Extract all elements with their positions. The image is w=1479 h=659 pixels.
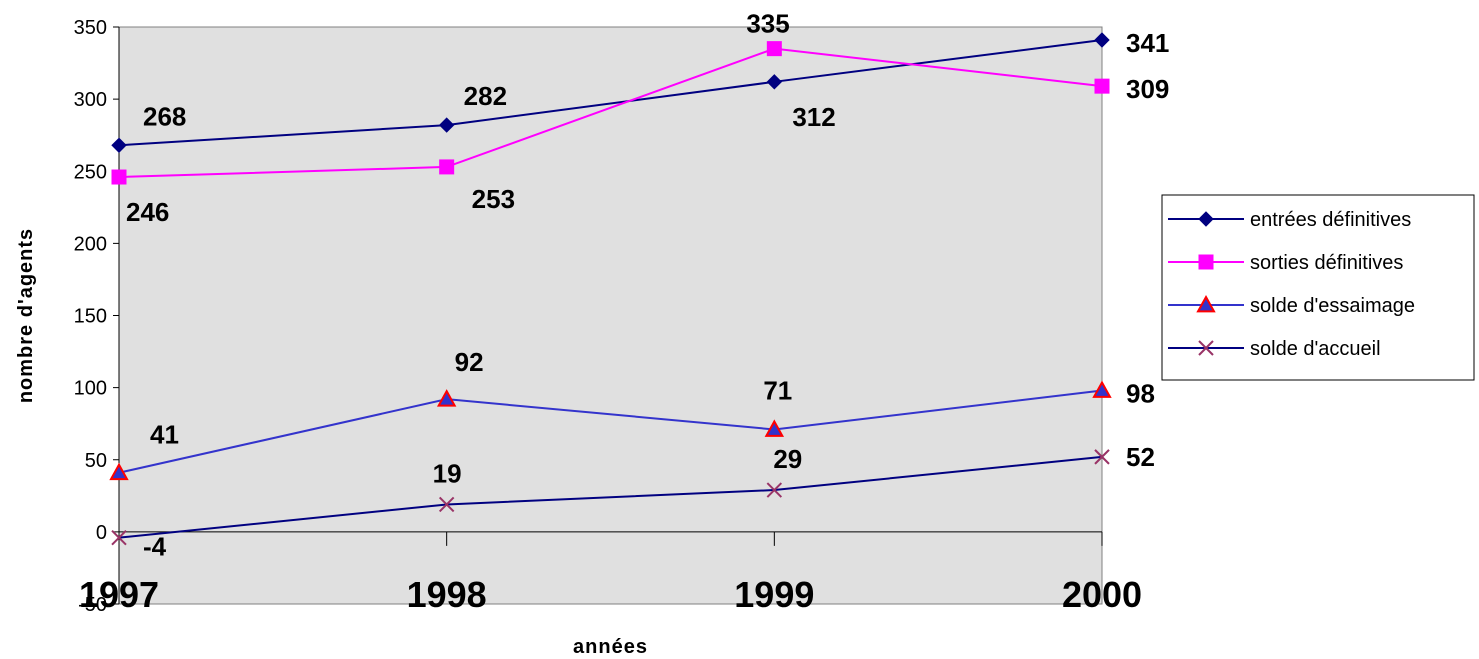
y-tick-label: 50 [85, 450, 107, 472]
legend-label: solde d'essaimage [1250, 295, 1415, 317]
series-2: 41 92 71 98 [109, 347, 1155, 481]
data-label: 92 [455, 347, 484, 377]
data-point-marker [764, 419, 785, 437]
series-0: 268 282 312 341 [111, 28, 1169, 153]
x-axis-title: années [573, 636, 648, 658]
data-label: 246 [126, 197, 169, 227]
x-tick-label: 2000 [1062, 574, 1142, 615]
data-point-marker [766, 482, 783, 498]
data-label: 19 [433, 458, 462, 488]
y-tick-label: -50 [78, 594, 107, 616]
series-line [118, 47, 1103, 179]
data-label: 41 [150, 420, 179, 450]
series-1: 246 253 335 309 [111, 9, 1169, 227]
legend-item: entrées définitives [1168, 209, 1411, 231]
data-point-marker [1094, 78, 1110, 94]
data-label: 29 [773, 444, 802, 474]
x-tick-label: 1999 [734, 574, 814, 615]
legend-label: entrées définitives [1250, 209, 1411, 231]
data-point-marker [1198, 340, 1214, 356]
data-label: 312 [792, 102, 835, 132]
data-label: 335 [746, 9, 789, 39]
y-tick-label: 200 [74, 233, 107, 255]
data-label: -4 [143, 532, 167, 562]
data-label: 71 [763, 375, 792, 405]
data-point-marker [1196, 294, 1216, 313]
series-line [118, 38, 1103, 147]
legend-item: sorties définitives [1168, 252, 1403, 274]
data-label: 253 [472, 184, 515, 214]
data-point-marker [438, 496, 455, 513]
y-axis: -50 0 50 100 150 200 250 300 350 [74, 17, 120, 616]
data-point-marker [1092, 380, 1112, 398]
data-point-marker [436, 389, 457, 407]
legend-box [1161, 194, 1475, 381]
series-line [118, 389, 1103, 474]
data-point-marker [439, 159, 455, 175]
data-point-marker [109, 462, 129, 481]
legend: entrées définitives sorties définitives so… [1161, 194, 1475, 381]
y-tick-label: 300 [74, 89, 107, 111]
legend-label: sorties définitives [1250, 252, 1403, 274]
series-layer: 268 282 312 341 246 253 335 309 41 92 71 98 -4 19 29 52 [109, 9, 1169, 562]
data-label: 309 [1126, 74, 1169, 104]
x-tick-label: 1997 [79, 574, 159, 615]
y-tick-label: 0 [96, 522, 107, 544]
data-point-marker [1198, 254, 1214, 270]
data-label: 282 [464, 81, 507, 111]
x-tick-label: 1998 [407, 574, 487, 615]
data-point-marker [1198, 211, 1214, 227]
data-label: 98 [1126, 379, 1155, 409]
legend-item: solde d'essaimage [1168, 294, 1415, 317]
y-tick-label: 350 [74, 17, 107, 39]
data-point-marker [766, 41, 782, 57]
y-axis-title: nombre d'agents [15, 228, 37, 403]
data-label: 268 [143, 101, 186, 131]
y-tick-label: 250 [74, 161, 107, 183]
y-tick-label: 100 [74, 378, 107, 400]
data-label: 341 [1126, 28, 1169, 58]
legend-item: solde d'accueil [1168, 338, 1381, 360]
data-point-marker [766, 74, 783, 90]
data-point-marker [438, 117, 455, 133]
data-point-marker [1094, 449, 1110, 465]
data-point-marker [1094, 32, 1110, 48]
series-3: -4 19 29 52 [111, 442, 1155, 562]
legend-label: solde d'accueil [1250, 338, 1381, 360]
data-point-marker [111, 529, 127, 546]
data-point-marker [111, 137, 127, 153]
data-label: 52 [1126, 442, 1155, 472]
plot-area [118, 26, 1103, 605]
series-line [118, 455, 1103, 539]
y-tick-label: 150 [74, 306, 107, 328]
data-point-marker [111, 169, 127, 185]
x-axis: 1997 1998 1999 2000 [79, 531, 1142, 615]
